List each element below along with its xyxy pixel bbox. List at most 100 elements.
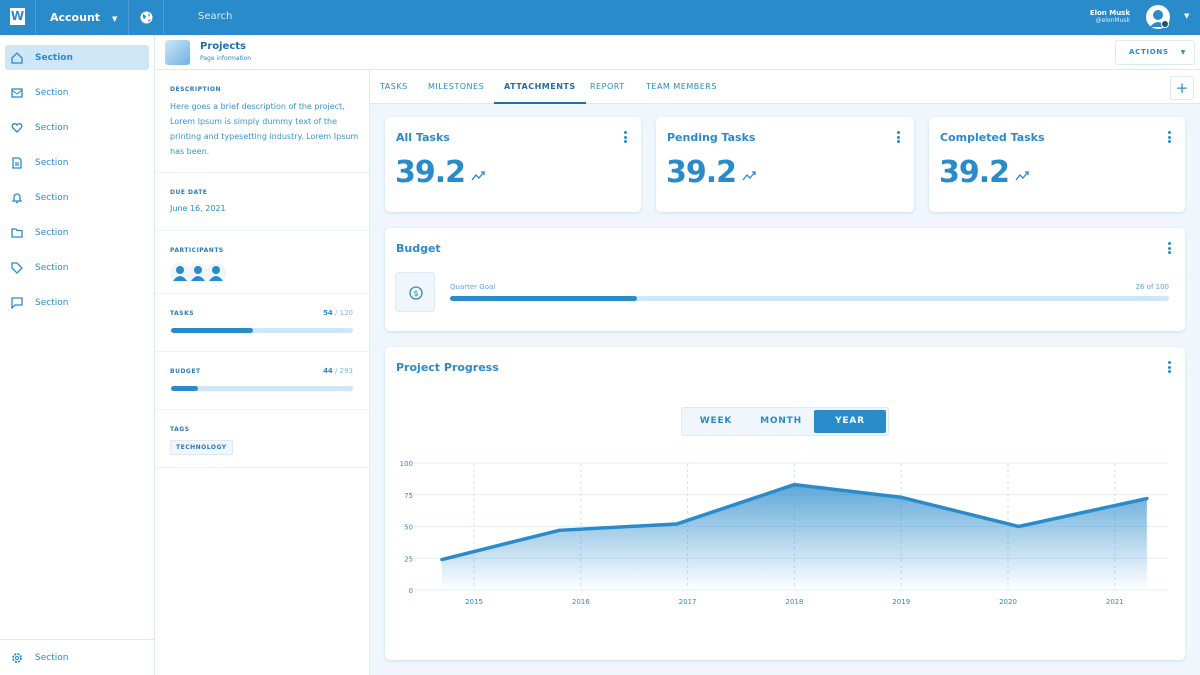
x-tick-label: 2016 — [572, 598, 590, 606]
participant-avatar[interactable] — [188, 263, 208, 283]
stat-value: 39.2 — [666, 155, 758, 190]
tag-chip[interactable]: TECHNOLOGY — [170, 440, 233, 455]
x-tick-label: 2017 — [679, 598, 697, 606]
range-toggle: WEEK MONTH YEAR — [681, 407, 889, 436]
budget-card: Budget $ Quarter Goal 26 of 100 — [385, 228, 1185, 331]
data-point — [1017, 525, 1021, 528]
sidebar-item-settings[interactable]: Section — [5, 645, 149, 670]
chat-icon — [11, 296, 23, 309]
user-menu-chevron-icon[interactable]: ▼ — [1184, 12, 1190, 20]
tag-icon — [11, 261, 23, 274]
tab-team-members[interactable]: TEAM MEMBERS — [646, 82, 717, 91]
divider — [128, 0, 129, 35]
data-point — [440, 558, 444, 562]
budget-section: BUDGET 44 / 293 — [155, 352, 369, 410]
project-progress-title: Project Progress — [396, 361, 499, 374]
x-tick-label: 2015 — [465, 598, 483, 606]
data-point — [792, 483, 796, 487]
tab-milestones[interactable]: MILESTONES — [428, 82, 485, 91]
actions-label: ACTIONS — [1129, 48, 1169, 56]
tasks-done: 54 — [323, 309, 333, 317]
stat-card-pending-tasks: Pending Tasks 39.2 — [656, 117, 914, 212]
account-label: Account — [50, 11, 101, 24]
tab-report[interactable]: REPORT — [590, 82, 625, 91]
heart-icon — [11, 122, 23, 133]
plus-icon: + — [1175, 79, 1189, 97]
stat-value: 39.2 — [395, 155, 487, 190]
data-point — [1145, 497, 1149, 501]
top-bar: W Account ▼ Search Elon Musk @elonMusk ▼ — [0, 0, 1200, 35]
add-button[interactable]: + — [1170, 76, 1194, 100]
chevron-down-icon: ▼ — [112, 15, 118, 23]
more-options-icon[interactable] — [624, 131, 627, 145]
sidebar-item-label: Section — [35, 157, 69, 168]
svg-text:$: $ — [413, 289, 418, 298]
tab-attachments[interactable]: ATTACHMENTS — [494, 70, 586, 104]
sidebar-item-document[interactable]: Section — [5, 150, 149, 175]
stat-value: 39.2 — [939, 155, 1031, 190]
more-options-icon[interactable] — [1168, 242, 1171, 256]
budget-progress-fill — [171, 386, 199, 391]
budget-label: BUDGET — [170, 368, 201, 375]
search-input[interactable]: Search — [198, 11, 233, 22]
home-icon — [11, 51, 23, 64]
tab-tasks[interactable]: TASKS — [380, 82, 408, 91]
divider — [35, 0, 36, 35]
sidebar-item-label: Section — [35, 297, 69, 308]
more-options-icon[interactable] — [1168, 131, 1171, 145]
tasks-progress-fill — [171, 328, 253, 333]
tasks-label: TASKS — [170, 310, 195, 317]
range-year-button[interactable]: YEAR — [814, 410, 886, 433]
sidebar-item-mail[interactable]: Section — [5, 80, 149, 105]
y-tick-label: 100 — [400, 460, 413, 468]
more-options-icon[interactable] — [897, 131, 900, 145]
x-tick-label: 2021 — [1106, 598, 1124, 606]
project-details: DESCRIPTION Here goes a brief descriptio… — [155, 70, 370, 675]
actions-button[interactable]: ACTIONS ▼ — [1115, 40, 1195, 65]
quarter-goal-value: 26 of 100 — [1135, 283, 1169, 291]
stat-card-completed-tasks: Completed Tasks 39.2 — [929, 117, 1185, 212]
tags-label: TAGS — [170, 426, 190, 433]
participants-label: PARTICIPANTS — [170, 247, 224, 254]
globe-icon[interactable] — [140, 11, 153, 24]
user-handle: @elonMusk — [1095, 17, 1130, 24]
app-logo[interactable]: W — [10, 8, 25, 25]
sidebar: Section Section Section Section Section … — [0, 35, 155, 675]
user-info: Elon Musk @elonMusk — [1090, 9, 1130, 24]
divider — [0, 639, 154, 640]
data-point — [557, 528, 561, 532]
folder-icon — [11, 227, 23, 238]
account-menu[interactable]: Account ▼ — [50, 11, 117, 24]
due-date-section: DUE DATE June 16, 2021 — [155, 173, 369, 231]
quarter-goal-bar — [450, 296, 1169, 301]
stat-title: All Tasks — [396, 131, 450, 144]
budget-title: Budget — [396, 242, 441, 255]
sidebar-item-home[interactable]: Section — [5, 45, 149, 70]
x-tick-label: 2019 — [892, 598, 910, 606]
x-tick-label: 2020 — [999, 598, 1017, 606]
x-tick-label: 2018 — [785, 598, 803, 606]
participant-avatar[interactable] — [170, 263, 190, 283]
page-title: Projects — [200, 41, 247, 52]
budget-done: 44 — [323, 367, 333, 375]
dollar-icon: $ — [395, 272, 435, 312]
bell-icon — [11, 192, 23, 203]
sidebar-item-heart[interactable]: Section — [5, 115, 149, 140]
tags-section: TAGS TECHNOLOGY — [155, 410, 369, 468]
project-thumbnail — [165, 40, 190, 65]
budget-total: / 293 — [335, 367, 353, 375]
budget-progress-bar — [171, 386, 353, 391]
avatar[interactable] — [1145, 4, 1173, 32]
due-date-label: DUE DATE — [170, 189, 208, 196]
sidebar-item-folder[interactable]: Section — [5, 220, 149, 245]
tasks-count: 54 / 120 — [323, 309, 353, 317]
participant-avatar[interactable] — [206, 263, 226, 283]
sidebar-item-bell[interactable]: Section — [5, 185, 149, 210]
range-month-button[interactable]: MONTH — [760, 416, 802, 426]
sidebar-item-tag[interactable]: Section — [5, 255, 149, 280]
y-tick-label: 0 — [409, 587, 413, 595]
more-options-icon[interactable] — [1168, 361, 1171, 375]
description-section: DESCRIPTION Here goes a brief descriptio… — [155, 70, 369, 173]
range-week-button[interactable]: WEEK — [699, 416, 733, 426]
sidebar-item-chat[interactable]: Section — [5, 290, 149, 315]
